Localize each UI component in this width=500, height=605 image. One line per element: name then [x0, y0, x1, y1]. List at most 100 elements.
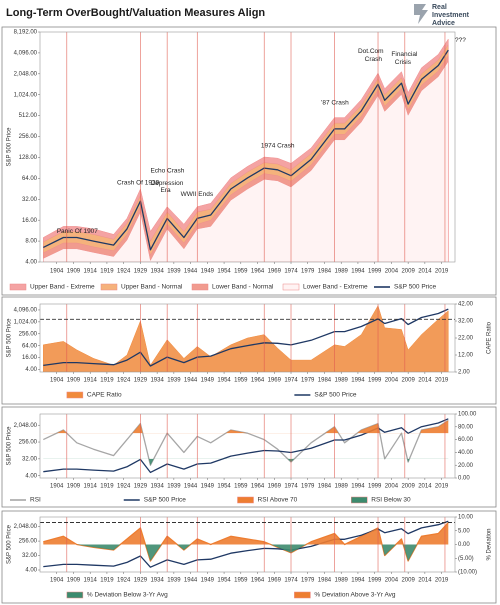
- x-tick-label: 2009: [401, 378, 415, 384]
- x-tick-label: 1964: [251, 269, 265, 275]
- x-tick-label: 1994: [351, 578, 365, 584]
- y-tick-label: 32.00: [22, 553, 38, 559]
- y-tick-label: 4.00: [25, 260, 37, 266]
- x-tick-label: 1934: [150, 378, 164, 384]
- x-tick-label: 1974: [284, 269, 298, 275]
- legend-swatch: [294, 591, 311, 599]
- x-tick-label: 1939: [167, 269, 181, 275]
- annotation: Crisis: [395, 59, 412, 66]
- panel-frame: [1, 26, 497, 296]
- y-tick-label: 512.00: [19, 113, 38, 119]
- x-tick-label: 1919: [100, 484, 114, 490]
- x-tick-label: 1949: [201, 484, 215, 490]
- y2-tick-label: 22.00: [458, 336, 474, 342]
- x-tick-label: 1959: [234, 269, 248, 275]
- logo: Real Investment Advice: [414, 4, 470, 27]
- x-tick-label: 1969: [268, 378, 282, 384]
- x-tick-label: 1964: [251, 484, 265, 490]
- x-tick-label: 2014: [418, 484, 432, 490]
- x-tick-label: 1924: [117, 578, 131, 584]
- annotation: Crash: [365, 56, 383, 63]
- legend-swatch: [66, 391, 84, 399]
- annotation: Panic Of 1907: [57, 228, 99, 235]
- x-tick-label: 1999: [368, 269, 382, 275]
- y-tick-label: 4,096.00: [14, 50, 38, 56]
- annotation: Financial: [391, 51, 418, 58]
- y-tick-label: 4.00: [25, 367, 37, 373]
- x-tick-label: 1904: [50, 378, 64, 384]
- x-tick-label: 1914: [84, 578, 98, 584]
- x-tick-label: 1909: [67, 378, 81, 384]
- y-tick-label: 4.00: [25, 473, 37, 479]
- annotation: Era: [160, 187, 171, 194]
- x-tick-label: 1939: [167, 484, 181, 490]
- legend-label: RSI Below 30: [371, 497, 411, 504]
- x-tick-label: 1959: [234, 484, 248, 490]
- x-tick-label: 1924: [117, 484, 131, 490]
- legend-label: % Deviation Below 3-Yr Avg: [87, 592, 168, 599]
- x-tick-label: 1944: [184, 578, 198, 584]
- y-tick-label: 1,024.00: [14, 319, 38, 325]
- x-tick-label: 2004: [385, 484, 399, 490]
- x-tick-label: 1974: [284, 378, 298, 384]
- line: [43, 418, 449, 474]
- x-tick-label: 1939: [167, 578, 181, 584]
- y2-tick-label: 40.00: [458, 450, 474, 456]
- x-tick-label: 2019: [435, 484, 449, 490]
- area: [43, 305, 449, 372]
- x-tick-label: 1969: [268, 269, 282, 275]
- annotation: 1974 Crash: [261, 142, 295, 149]
- x-tick-label: 1959: [234, 578, 248, 584]
- x-tick-label: 1944: [184, 484, 198, 490]
- x-tick-label: 1979: [301, 269, 315, 275]
- x-tick-label: 2014: [418, 378, 432, 384]
- x-tick-label: 1904: [50, 484, 64, 490]
- threshold-fill: [43, 544, 449, 561]
- x-tick-label: 1954: [217, 269, 231, 275]
- x-tick-label: 1989: [335, 378, 349, 384]
- x-tick-label: 1919: [100, 269, 114, 275]
- x-tick-label: 1929: [134, 378, 148, 384]
- y-tick-label: 4,096.00: [14, 308, 38, 314]
- plot-frame: [39, 413, 456, 479]
- annotation: Crash Of 1929: [117, 180, 160, 187]
- x-tick-label: 1914: [84, 378, 98, 384]
- x-tick-label: 1984: [318, 269, 332, 275]
- legend-swatch: [66, 591, 84, 599]
- plot-area: [43, 418, 449, 474]
- logo-icon: [414, 4, 428, 24]
- x-tick-label: 2019: [435, 578, 449, 584]
- x-tick-label: 1924: [117, 269, 131, 275]
- x-tick-label: 1974: [284, 484, 298, 490]
- legend-label: S&P 500 Price: [394, 284, 437, 291]
- legend-label: S&P 500 Price: [144, 497, 187, 504]
- x-tick-label: 1949: [201, 269, 215, 275]
- y-tick-label: 2,048.00: [14, 524, 38, 530]
- x-tick-label: 1919: [100, 378, 114, 384]
- x-tick-label: 1999: [368, 378, 382, 384]
- y-tick-label: 64.00: [22, 343, 38, 349]
- x-tick-label: 2009: [401, 269, 415, 275]
- x-tick-label: 1944: [184, 378, 198, 384]
- x-tick-label: 1934: [150, 578, 164, 584]
- x-tick-label: 1914: [84, 269, 98, 275]
- x-tick-label: 1944: [184, 269, 198, 275]
- chart-title: Long-Term OverBought/Valuation Measures …: [6, 7, 265, 19]
- x-tick-label: 1929: [134, 578, 148, 584]
- y2-tick-label: 32.00: [458, 319, 474, 325]
- y-tick-label: 2,048.00: [14, 71, 38, 77]
- x-tick-label: 1949: [201, 578, 215, 584]
- y-tick-label: 8,192.00: [14, 30, 38, 36]
- y2-tick-label: 100.00: [458, 412, 477, 418]
- x-tick-label: 1934: [150, 269, 164, 275]
- annotation: Echo Crash: [150, 168, 184, 175]
- panel-frame: [1, 406, 497, 508]
- y2-tick-label: 0.00: [458, 476, 470, 482]
- line: [43, 419, 449, 466]
- y-tick-label: 256.00: [19, 134, 38, 140]
- legend-label: Lower Band - Normal: [212, 284, 274, 291]
- line: [43, 308, 449, 367]
- legend-label: Upper Band - Extreme: [30, 284, 95, 291]
- y2-tick-label: 0.00: [458, 542, 470, 548]
